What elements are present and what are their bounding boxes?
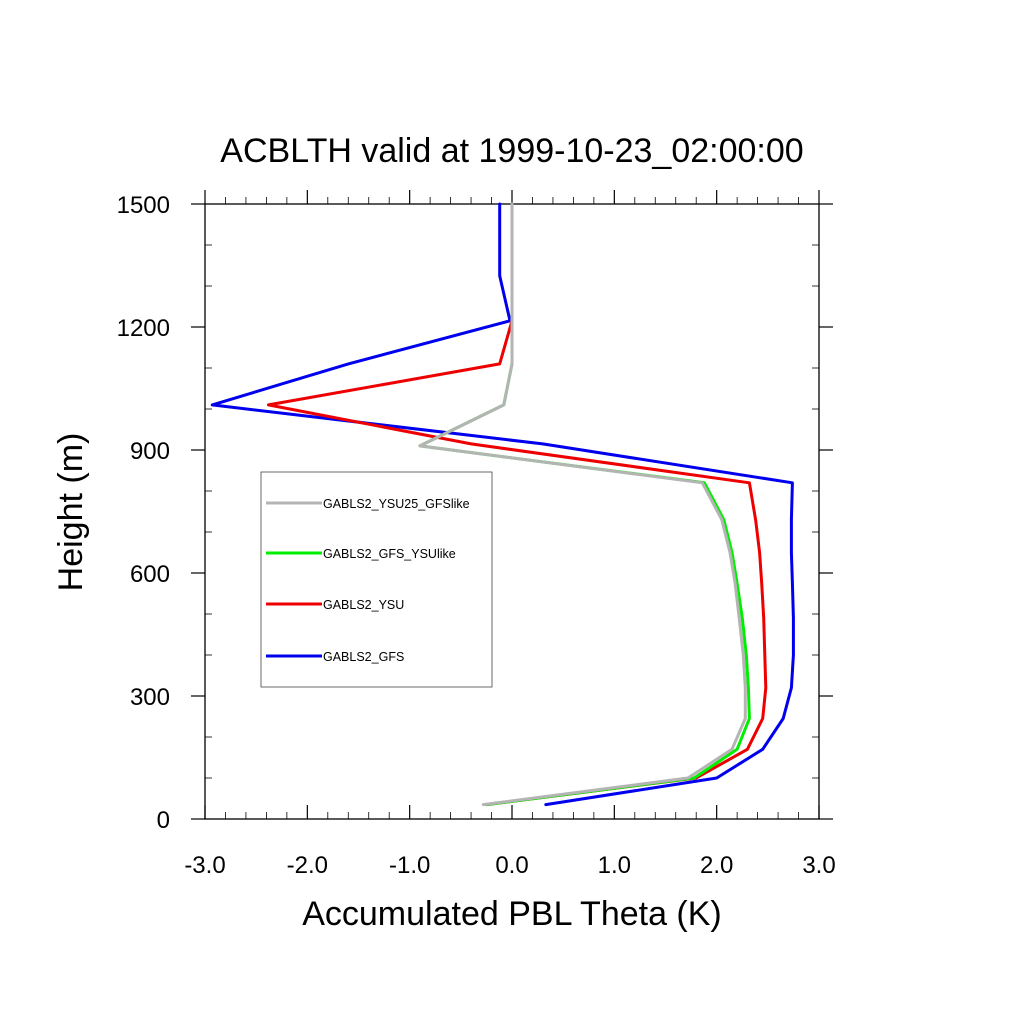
x-tick-label: -2.0: [287, 852, 328, 879]
y-tick-label: 1500: [117, 192, 170, 219]
legend-label: GABLS2_YSU: [323, 598, 404, 612]
x-tick-label: -1.0: [389, 852, 430, 879]
legend-items: GABLS2_YSU25_GFSlike GABLS2_GFS_YSUlike GA…: [266, 497, 470, 664]
x-tick-label: 0.0: [495, 852, 528, 879]
x-tick-label: 3.0: [802, 852, 835, 879]
series-line-gabls2-ysu: [266, 202, 768, 807]
y-tick-label: 900: [130, 438, 170, 465]
legend-label: GABLS2_YSU25_GFSlike: [323, 497, 470, 511]
y-tick-label: 0: [157, 807, 170, 834]
legend-label: GABLS2_GFS_YSUlike: [323, 547, 456, 561]
x-tick-label: 2.0: [700, 852, 733, 879]
legend-box: [260, 471, 493, 688]
tick-labels: -3.0 -2.0 -1.0 0.0 1.0 2.0 3.0 0 300 600 900 1200 15…: [117, 192, 836, 879]
axis-ticks: [191, 190, 833, 820]
plot-area: [191, 190, 833, 820]
legend: GABLS2_YSU25_GFSlike GABLS2_GFS_YSUlike GA…: [260, 471, 493, 688]
y-axis-label: Height (m): [52, 433, 90, 592]
x-axis-label: Accumulated PBL Theta (K): [302, 895, 722, 933]
series-line-gabls2-gfs: [210, 202, 795, 807]
series-line-gabls2-ysu25-gfslike: [418, 202, 747, 807]
x-tick-label: -3.0: [184, 852, 225, 879]
series-lines: [210, 202, 795, 807]
y-tick-label: 300: [130, 684, 170, 711]
y-tick-label: 1200: [117, 315, 170, 342]
x-tick-label: 1.0: [598, 852, 631, 879]
y-tick-label: 600: [130, 561, 170, 588]
legend-label: GABLS2_GFS: [323, 650, 404, 664]
chart-title: ACBLTH valid at 1999-10-23_02:00:00: [220, 132, 803, 170]
